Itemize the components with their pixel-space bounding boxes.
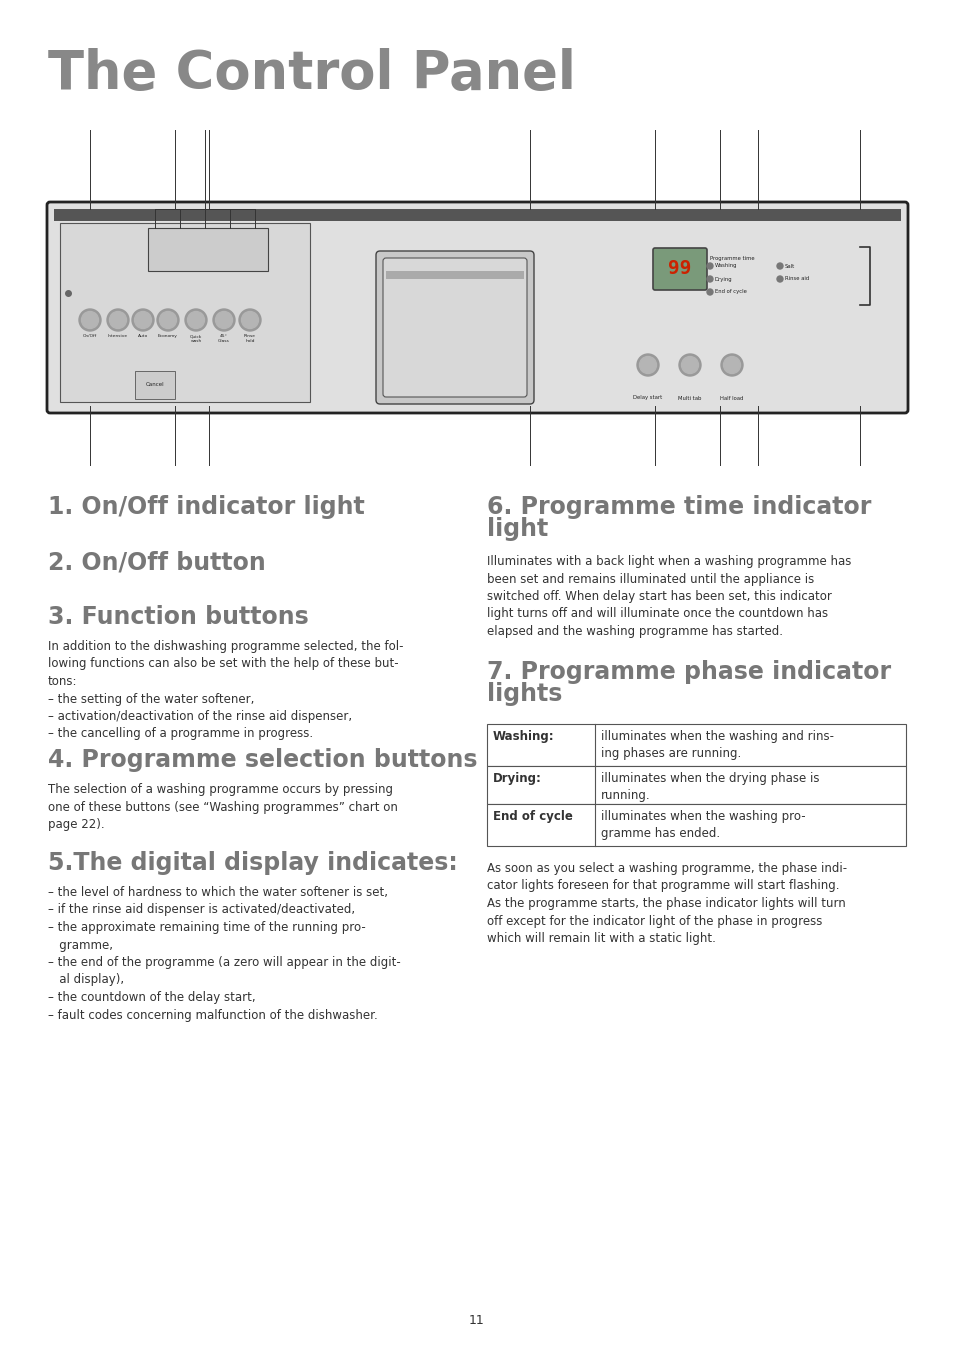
Circle shape (706, 276, 712, 282)
Bar (486, 766, 905, 804)
Text: Drying:: Drying: (493, 771, 541, 785)
FancyBboxPatch shape (652, 249, 706, 290)
Text: Rinse aid: Rinse aid (784, 277, 808, 281)
Bar (54, 209, 900, 222)
Text: Quick
wash: Quick wash (190, 334, 202, 343)
Text: lights: lights (486, 682, 561, 707)
Bar (486, 724, 905, 766)
Text: 4. Programme selection buttons: 4. Programme selection buttons (48, 748, 477, 771)
Circle shape (706, 289, 712, 295)
Text: Half load: Half load (720, 396, 743, 400)
Text: The selection of a washing programme occurs by pressing
one of these buttons (se: The selection of a washing programme occ… (48, 784, 397, 831)
Circle shape (188, 312, 204, 328)
Text: 99: 99 (667, 259, 691, 278)
Text: Cancel: Cancel (146, 382, 164, 388)
Bar (148, 228, 268, 272)
Circle shape (132, 309, 153, 331)
FancyBboxPatch shape (375, 251, 534, 404)
Circle shape (157, 309, 179, 331)
Circle shape (706, 263, 712, 269)
Text: Auto: Auto (138, 334, 148, 338)
Bar (386, 272, 523, 280)
Text: The Control Panel: The Control Panel (48, 49, 576, 100)
Text: 7. Programme phase indicator: 7. Programme phase indicator (486, 661, 890, 684)
Text: Drying: Drying (714, 277, 732, 281)
Circle shape (720, 354, 742, 376)
Circle shape (639, 357, 656, 373)
FancyBboxPatch shape (382, 258, 526, 397)
Text: Multi tab: Multi tab (678, 396, 701, 400)
Text: Economy: Economy (158, 334, 178, 338)
Text: Washing: Washing (714, 263, 737, 269)
Circle shape (239, 309, 261, 331)
Bar (60, 223, 310, 403)
Text: 1. On/Off indicator light: 1. On/Off indicator light (48, 494, 364, 519)
Circle shape (107, 309, 129, 331)
Text: 2. On/Off button: 2. On/Off button (48, 550, 266, 574)
Text: illuminates when the drying phase is
running.: illuminates when the drying phase is run… (600, 771, 819, 802)
Text: As soon as you select a washing programme, the phase indi-
cator lights foreseen: As soon as you select a washing programm… (486, 862, 846, 944)
Circle shape (134, 312, 152, 328)
Text: In addition to the dishwashing programme selected, the fol-
lowing functions can: In addition to the dishwashing programme… (48, 640, 403, 740)
Circle shape (213, 309, 234, 331)
Text: On/Off: On/Off (83, 334, 97, 338)
Text: Delay start: Delay start (633, 396, 662, 400)
Circle shape (680, 357, 698, 373)
Text: Washing:: Washing: (493, 730, 554, 743)
Circle shape (679, 354, 700, 376)
Text: 11: 11 (469, 1313, 484, 1327)
Text: 3. Function buttons: 3. Function buttons (48, 605, 309, 630)
Text: illuminates when the washing pro-
gramme has ended.: illuminates when the washing pro- gramme… (600, 811, 804, 840)
Circle shape (637, 354, 659, 376)
Text: Salt: Salt (784, 263, 795, 269)
Circle shape (81, 312, 98, 328)
Text: 6. Programme time indicator: 6. Programme time indicator (486, 494, 870, 519)
Text: 45°
Glass: 45° Glass (218, 334, 230, 343)
Text: Rinse
hold: Rinse hold (244, 334, 255, 343)
Text: – the level of hardness to which the water softener is set,
– if the rinse aid d: – the level of hardness to which the wat… (48, 886, 400, 1021)
Bar (486, 804, 905, 846)
Circle shape (185, 309, 207, 331)
Circle shape (79, 309, 101, 331)
Circle shape (722, 357, 740, 373)
Text: End of cycle: End of cycle (493, 811, 572, 823)
Text: 5.The digital display indicates:: 5.The digital display indicates: (48, 851, 457, 875)
Circle shape (215, 312, 233, 328)
Text: Illuminates with a back light when a washing programme has
been set and remains : Illuminates with a back light when a was… (486, 555, 850, 638)
Circle shape (110, 312, 127, 328)
Text: illuminates when the washing and rins-
ing phases are running.: illuminates when the washing and rins- i… (600, 730, 833, 761)
Text: Intensive: Intensive (108, 334, 128, 338)
Text: Programme time: Programme time (709, 255, 754, 261)
Text: End of cycle: End of cycle (714, 289, 746, 295)
Circle shape (776, 263, 782, 269)
Circle shape (241, 312, 258, 328)
Circle shape (159, 312, 176, 328)
Text: light: light (486, 517, 548, 540)
Circle shape (776, 276, 782, 282)
FancyBboxPatch shape (47, 203, 907, 413)
